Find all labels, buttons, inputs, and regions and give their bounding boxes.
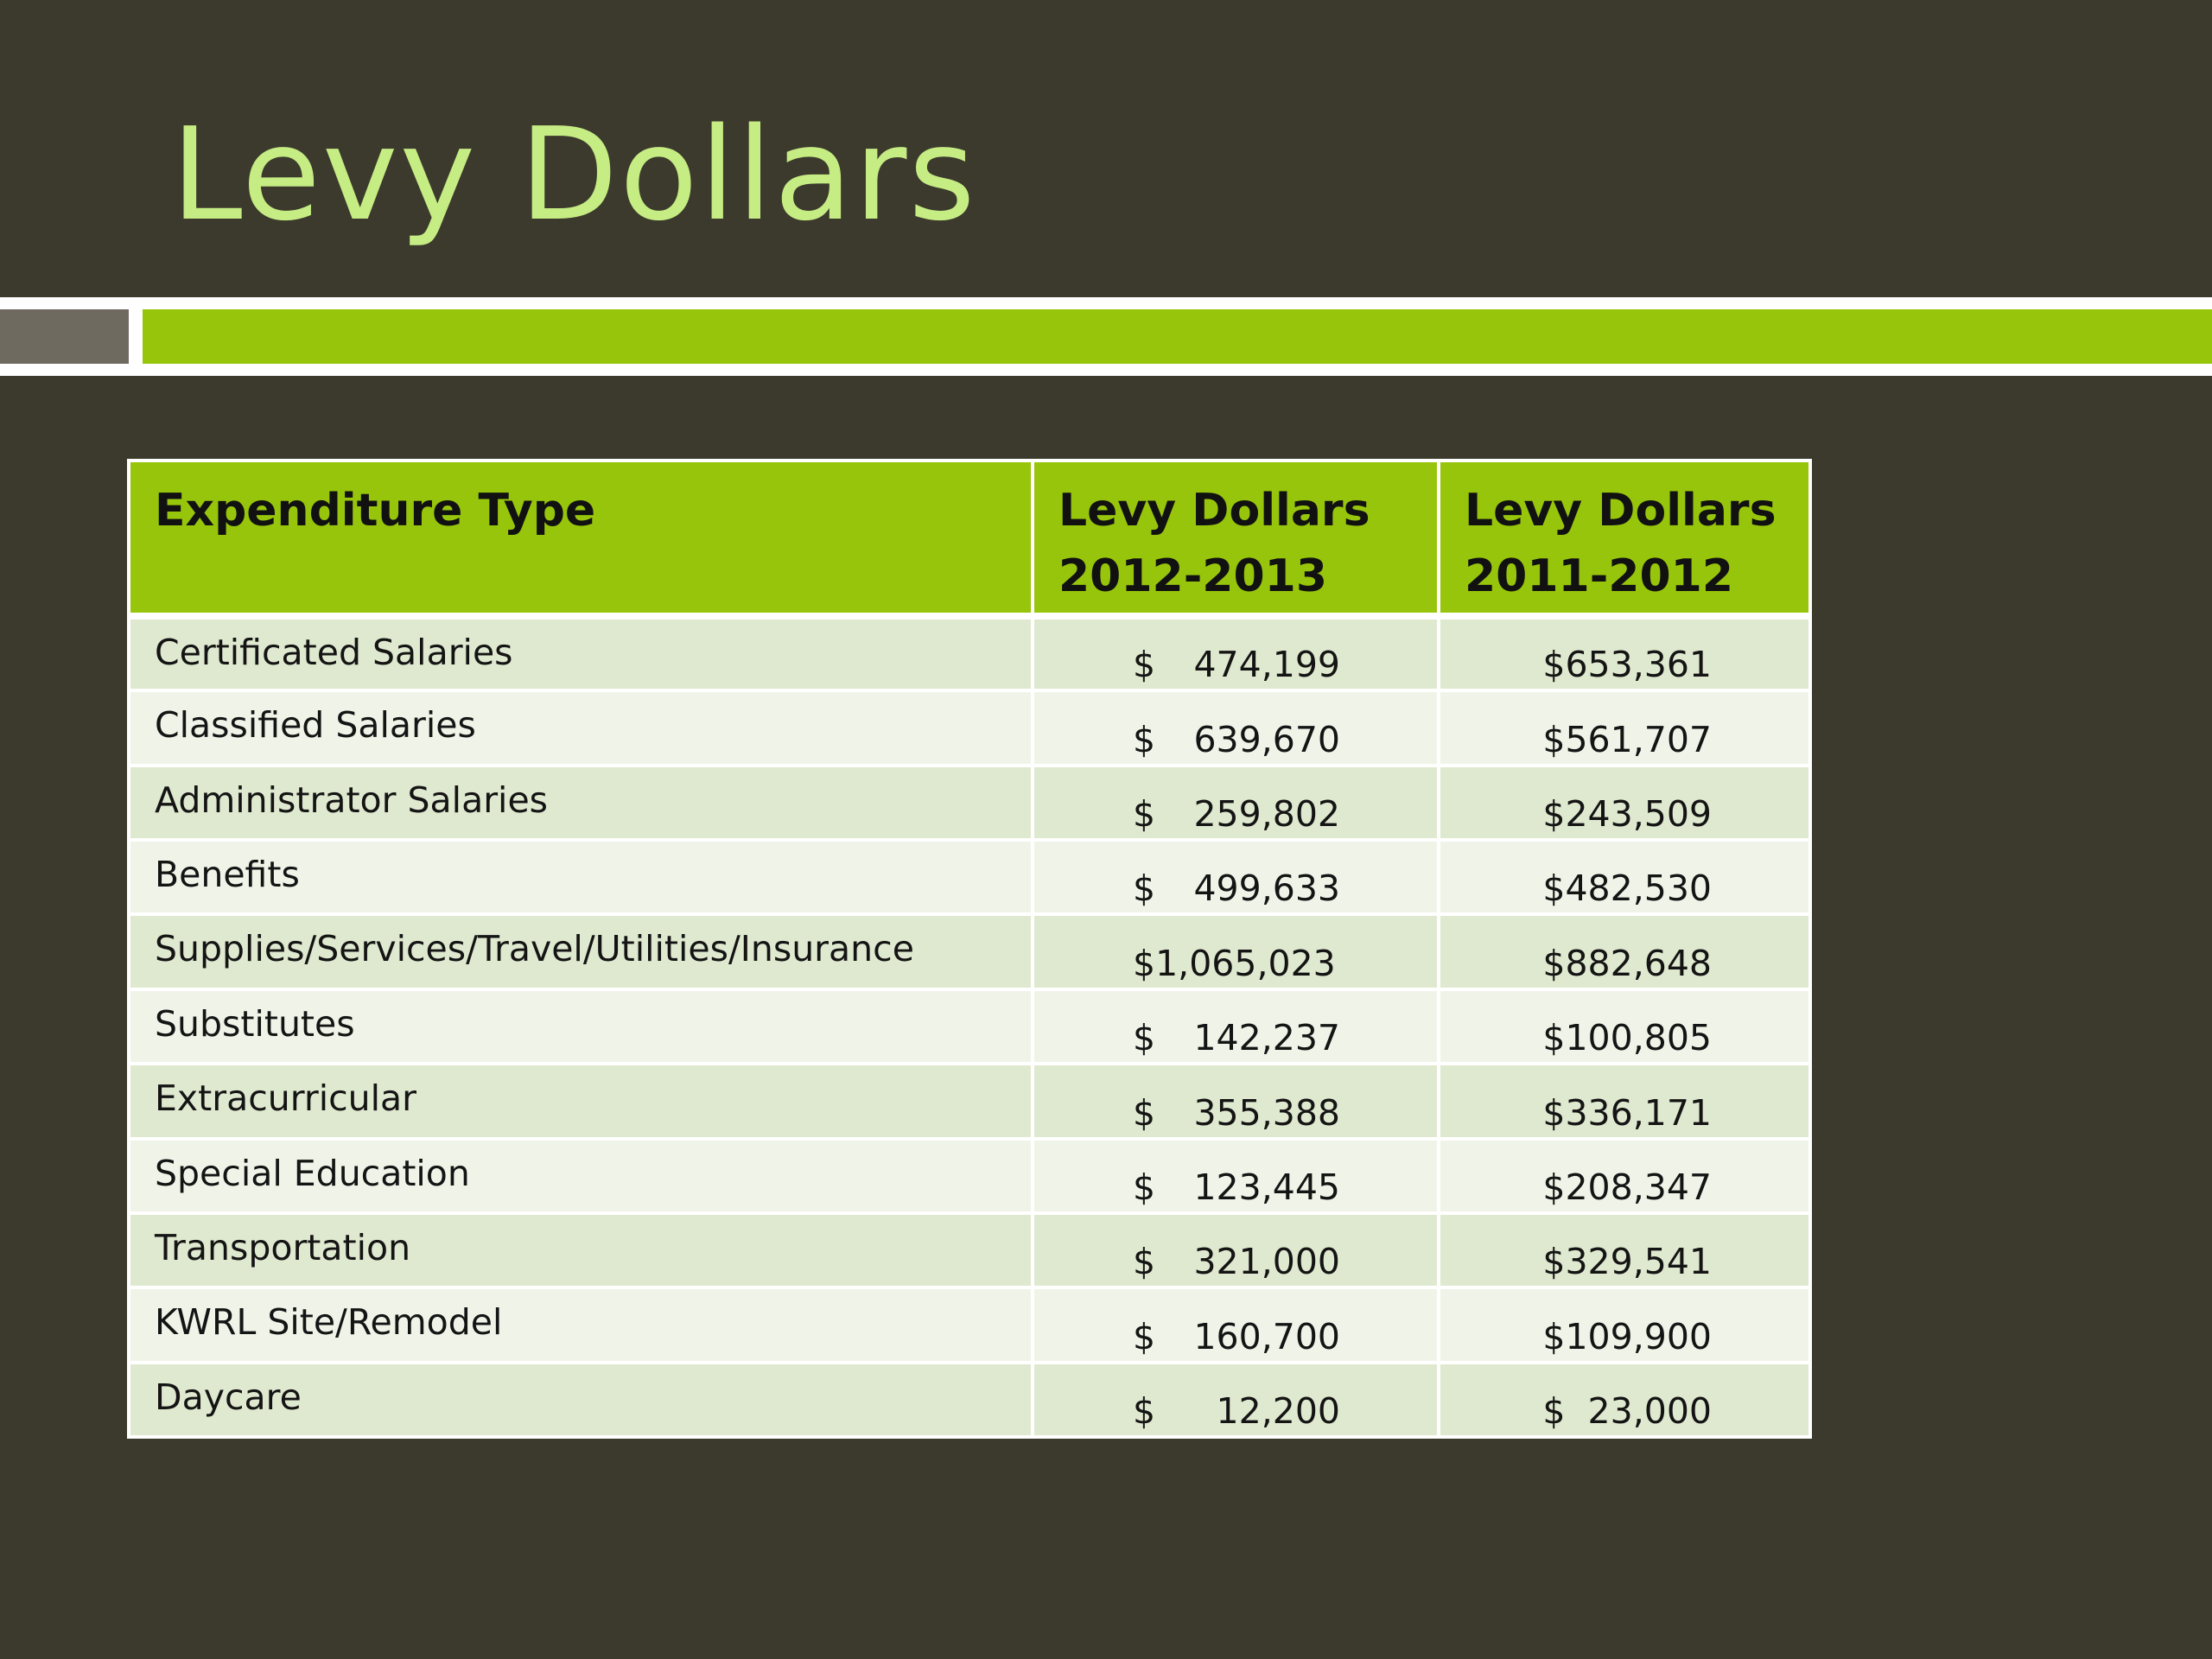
levy-2012-2013-cell: $321,000 <box>1031 1211 1440 1290</box>
expenditure-type-cell: Supplies/Services/Travel/Utilities/Insur… <box>127 912 1034 991</box>
amount-value: 474,199 <box>1193 644 1340 686</box>
currency-symbol: $ <box>1133 1017 1156 1059</box>
levy-2012-2013-amount: $355,388 <box>1034 1092 1437 1134</box>
amount-value: 499,633 <box>1193 868 1340 910</box>
levy-2012-2013-cell: $142,237 <box>1031 987 1440 1066</box>
expenditure-type-cell: Special Education <box>127 1136 1034 1215</box>
expenditure-type-cell: Classified Salaries <box>127 689 1034 767</box>
levy-2011-2012-cell: $482,530 <box>1437 838 1812 917</box>
table-row: KWRL Site/Remodel $160,700 $109,900 <box>127 1286 1812 1364</box>
levy-2012-2013-amount: $259,802 <box>1034 793 1437 835</box>
table-row: Classified Salaries $639,670 $561,707 <box>127 689 1812 767</box>
expenditure-type-cell: Benefits <box>127 838 1034 917</box>
levy-2011-2012-cell: $243,509 <box>1437 763 1812 842</box>
levy-table-container: Expenditure Type Levy Dollars 2012-2013 L… <box>127 459 1812 1440</box>
amount-value: 123,445 <box>1193 1166 1340 1208</box>
levy-table: Expenditure Type Levy Dollars 2012-2013 L… <box>127 459 1812 1440</box>
table-row: Administrator Salaries $259,802 $243,509 <box>127 763 1812 842</box>
amount-value: 259,802 <box>1193 793 1340 836</box>
levy-2012-2013-amount: $123,445 <box>1034 1166 1437 1208</box>
levy-2011-2012-cell: $561,707 <box>1437 689 1812 767</box>
levy-2012-2013-cell: $355,388 <box>1031 1062 1440 1141</box>
expenditure-type-cell: Daycare <box>127 1360 1034 1440</box>
levy-2012-2013-amount: $1,065,023 <box>1034 943 1437 984</box>
header-levy-2011-2012: Levy Dollars 2011-2012 <box>1437 459 1812 620</box>
levy-2011-2012-cell: $882,648 <box>1437 912 1812 991</box>
levy-2012-2013-amount: $142,237 <box>1034 1017 1437 1058</box>
levy-2012-2013-cell: $259,802 <box>1031 763 1440 842</box>
levy-2011-2012-cell: $653,361 <box>1437 613 1812 693</box>
amount-value: 12,200 <box>1216 1390 1340 1432</box>
levy-2012-2013-cell: $474,199 <box>1031 613 1440 693</box>
table-header-row: Expenditure Type Levy Dollars 2012-2013 L… <box>127 459 1812 620</box>
currency-symbol: $ <box>1133 1241 1156 1283</box>
amount-value: 355,388 <box>1193 1091 1340 1134</box>
slide-title: Levy Dollars <box>171 100 977 249</box>
header-band-grey-block <box>0 309 129 364</box>
amount-value: 639,670 <box>1193 718 1340 760</box>
table-row: Certificated Salaries $474,199 $653,361 <box>127 613 1812 693</box>
expenditure-type-cell: Certificated Salaries <box>127 613 1034 693</box>
table-row: Supplies/Services/Travel/Utilities/Insur… <box>127 912 1812 991</box>
levy-2011-2012-cell: $100,805 <box>1437 987 1812 1066</box>
currency-symbol: $1,065,023 <box>1133 942 1336 984</box>
table-row: Daycare $12,200 $ 23,000 <box>127 1360 1812 1440</box>
levy-2012-2013-cell: $499,633 <box>1031 838 1440 917</box>
levy-2012-2013-cell: $1,065,023 <box>1031 912 1440 991</box>
amount-value: 321,000 <box>1193 1241 1340 1283</box>
table-row: Substitutes $142,237 $100,805 <box>127 987 1812 1066</box>
currency-symbol: $ <box>1133 1390 1156 1432</box>
levy-2012-2013-cell: $123,445 <box>1031 1136 1440 1215</box>
currency-symbol: $ <box>1133 1091 1156 1134</box>
levy-2012-2013-amount: $321,000 <box>1034 1241 1437 1282</box>
levy-2011-2012-cell: $208,347 <box>1437 1136 1812 1215</box>
expenditure-type-cell: Administrator Salaries <box>127 763 1034 842</box>
levy-2012-2013-amount: $474,199 <box>1034 644 1437 685</box>
table-body: Certificated Salaries $474,199 $653,361 Cla… <box>127 613 1812 1440</box>
expenditure-type-cell: KWRL Site/Remodel <box>127 1286 1034 1364</box>
table-row: Special Education $123,445 $208,347 <box>127 1136 1812 1215</box>
expenditure-type-cell: Transportation <box>127 1211 1034 1290</box>
levy-2011-2012-cell: $336,171 <box>1437 1062 1812 1141</box>
levy-2012-2013-amount: $639,670 <box>1034 719 1437 760</box>
levy-2012-2013-amount: $499,633 <box>1034 868 1437 909</box>
levy-2012-2013-cell: $639,670 <box>1031 689 1440 767</box>
currency-symbol: $ <box>1133 1166 1156 1208</box>
levy-2011-2012-cell: $ 23,000 <box>1437 1360 1812 1440</box>
currency-symbol: $ <box>1133 718 1156 760</box>
amount-value: 142,237 <box>1193 1017 1340 1059</box>
levy-2011-2012-cell: $329,541 <box>1437 1211 1812 1290</box>
expenditure-type-cell: Extracurricular <box>127 1062 1034 1141</box>
levy-2012-2013-cell: $160,700 <box>1031 1286 1440 1364</box>
table-row: Transportation $321,000 $329,541 <box>127 1211 1812 1290</box>
currency-symbol: $ <box>1133 644 1156 686</box>
levy-2012-2013-amount: $160,700 <box>1034 1316 1437 1357</box>
amount-value: 160,700 <box>1193 1315 1340 1357</box>
currency-symbol: $ <box>1133 868 1156 910</box>
levy-2012-2013-amount: $12,200 <box>1034 1390 1437 1432</box>
currency-symbol: $ <box>1133 1315 1156 1357</box>
currency-symbol: $ <box>1133 793 1156 836</box>
table-row: Benefits $499,633 $482,530 <box>127 838 1812 917</box>
levy-2011-2012-cell: $109,900 <box>1437 1286 1812 1364</box>
table-row: Extracurricular $355,388 $336,171 <box>127 1062 1812 1141</box>
expenditure-type-cell: Substitutes <box>127 987 1034 1066</box>
header-levy-2012-2013: Levy Dollars 2012-2013 <box>1031 459 1440 620</box>
header-band-green-bar <box>143 309 2212 364</box>
levy-2012-2013-cell: $12,200 <box>1031 1360 1440 1440</box>
header-expenditure-type: Expenditure Type <box>127 459 1034 620</box>
